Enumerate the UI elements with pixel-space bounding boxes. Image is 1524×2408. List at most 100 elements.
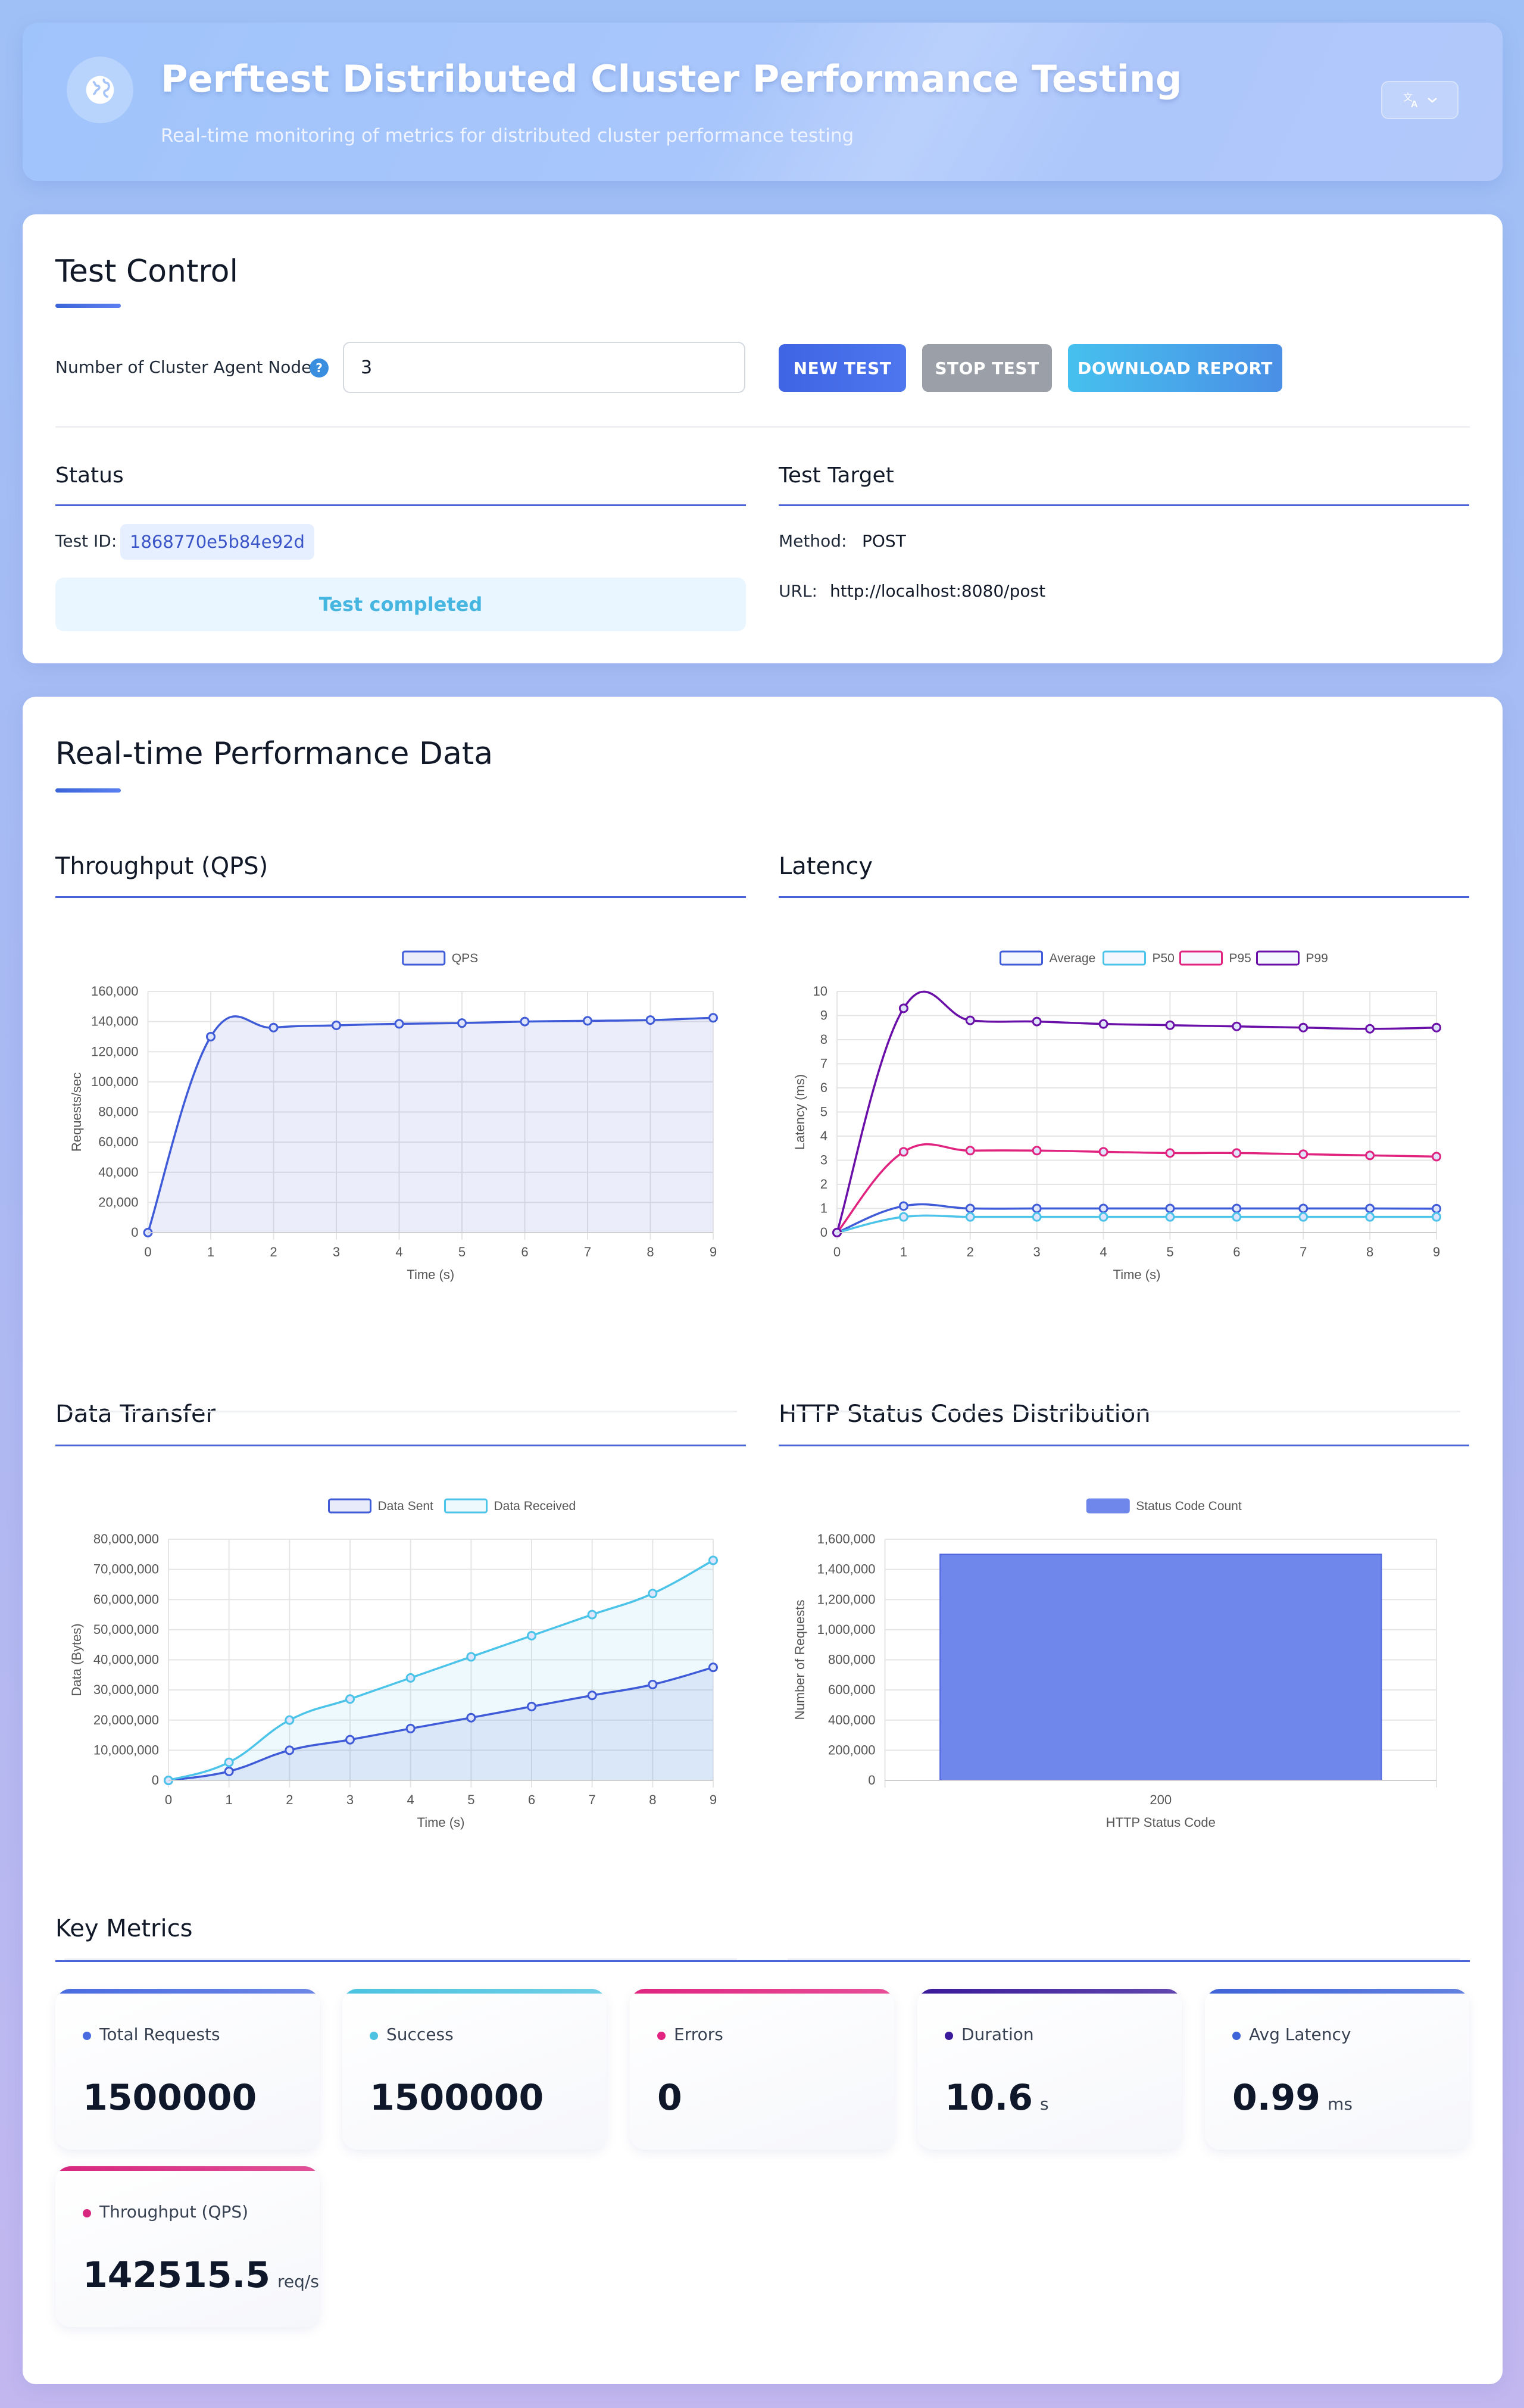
- status-message: Test completed: [55, 578, 746, 631]
- metric-accent-bar: [55, 2166, 320, 2171]
- y-tick-label: 40,000: [98, 1165, 138, 1180]
- data-point: [965, 1203, 975, 1214]
- data-point: [645, 1015, 655, 1025]
- y-tick-label: 20,000: [98, 1194, 138, 1209]
- data-point: [1165, 1212, 1175, 1222]
- data-point: [708, 1662, 718, 1673]
- y-tick-label: 160,000: [91, 984, 139, 999]
- key-metrics-title: Key Metrics: [55, 1915, 193, 1942]
- x-tick-label: 8: [1366, 1244, 1373, 1259]
- metric-unit: ms: [1328, 2094, 1353, 2114]
- metric-accent-bar: [55, 1989, 320, 1994]
- metric-label: Success: [386, 2025, 454, 2044]
- y-tick-label: 60,000,000: [93, 1592, 159, 1607]
- series-area: [168, 1560, 713, 1780]
- data-point: [1032, 1016, 1042, 1027]
- data-point: [587, 1610, 597, 1620]
- data-point: [1298, 1212, 1308, 1222]
- method-label: Method:: [779, 531, 847, 551]
- data-point: [1365, 1024, 1375, 1034]
- data-point: [457, 1018, 467, 1028]
- x-tick-label: 0: [833, 1244, 841, 1259]
- app-header: Perftest Distributed Cluster Performance…: [23, 23, 1503, 181]
- bar: [939, 1554, 1382, 1781]
- control-divider: [55, 426, 1470, 428]
- download-report-button[interactable]: DOWNLOAD REPORT: [1068, 344, 1282, 392]
- data-point: [1032, 1212, 1042, 1222]
- x-tick-label: 2: [286, 1792, 293, 1807]
- metric-label: Throughput (QPS): [99, 2202, 249, 2222]
- data-point: [1032, 1203, 1042, 1214]
- test-target-title: Test Target: [779, 463, 894, 488]
- data-point: [1432, 1203, 1441, 1214]
- data-point: [587, 1690, 597, 1701]
- title-underline: [55, 788, 121, 793]
- x-tick-label: 6: [521, 1244, 528, 1259]
- globe-icon-wrap: [67, 57, 133, 123]
- data-point: [1432, 1152, 1441, 1162]
- y-tick-label: 8: [820, 1032, 827, 1047]
- language-switcher-button[interactable]: 文 A: [1381, 81, 1459, 119]
- legend-swatch: [328, 1498, 371, 1514]
- url-label: URL:: [779, 581, 817, 601]
- y-tick-label: 80,000,000: [93, 1531, 159, 1546]
- test-control-title: Test Control: [55, 254, 238, 289]
- data-point: [965, 1212, 975, 1222]
- metric-card: Errors 0: [630, 1989, 894, 2150]
- metric-accent-bar: [1205, 1989, 1469, 1994]
- y-tick-label: 3: [820, 1153, 827, 1168]
- x-axis-label: Time (s): [407, 1267, 454, 1282]
- data-point: [224, 1766, 234, 1776]
- y-tick-label: 6: [820, 1080, 827, 1095]
- x-tick-label: 7: [589, 1792, 596, 1807]
- data-point: [583, 1016, 592, 1026]
- data-point: [1298, 1022, 1308, 1033]
- metric-value: 1500000: [83, 2077, 257, 2119]
- globe-icon: [86, 76, 114, 104]
- metric-value: 0.99 ms: [1232, 2077, 1353, 2119]
- y-tick-label: 70,000,000: [93, 1562, 159, 1577]
- y-tick-label: 800,000: [828, 1652, 876, 1667]
- url-value: http://localhost:8080/post: [830, 581, 1046, 601]
- x-tick-label: 5: [458, 1244, 466, 1259]
- nodes-count-input[interactable]: 3: [343, 342, 745, 393]
- metric-value: 1500000: [370, 2077, 544, 2119]
- stop-test-button[interactable]: STOP TEST: [922, 344, 1052, 392]
- help-icon[interactable]: ?: [310, 358, 329, 378]
- x-tick-label: 5: [1166, 1244, 1173, 1259]
- svg-text:文: 文: [1403, 92, 1413, 103]
- x-tick-label: 1: [226, 1792, 233, 1807]
- throughput-title: Throughput (QPS): [55, 853, 268, 880]
- chart-legend: Average P50 P95 P99: [1000, 950, 1328, 966]
- x-tick-label: 8: [649, 1792, 656, 1807]
- metric-number: 10.6: [945, 2077, 1033, 2119]
- data-point: [1232, 1203, 1242, 1214]
- y-tick-label: 10: [813, 984, 827, 999]
- new-test-button[interactable]: NEW TEST: [779, 344, 906, 392]
- status-codes-chart: Status Code Count 0 200,000 400,000 600,000 8…: [792, 1498, 1437, 1830]
- data-point: [527, 1631, 536, 1640]
- data-point: [1365, 1212, 1375, 1222]
- legend-label: Status Code Count: [1136, 1499, 1242, 1513]
- x-tick-label: 9: [710, 1244, 717, 1259]
- y-tick-label: 7: [820, 1056, 827, 1071]
- y-tick-label: 40,000,000: [93, 1652, 159, 1667]
- y-tick-label: 0: [152, 1773, 159, 1788]
- metric-dot-icon: [83, 2032, 91, 2040]
- y-tick-label: 600,000: [828, 1682, 876, 1697]
- y-axis-label: Latency (ms): [792, 1074, 807, 1150]
- test-id-badge: 1868770e5b84e92d: [120, 524, 314, 560]
- data-point: [898, 1003, 908, 1013]
- throughput-underline: [55, 896, 746, 898]
- y-axis-label: Data (Bytes): [69, 1623, 84, 1696]
- svg-text:A: A: [1411, 99, 1418, 109]
- x-tick-label: 2: [967, 1244, 974, 1259]
- nodes-label: Number of Cluster Agent Nodes: [55, 357, 320, 377]
- page-subtitle: Real-time monitoring of metrics for dist…: [161, 125, 854, 146]
- data-point: [648, 1680, 658, 1690]
- data-point: [1098, 1212, 1108, 1222]
- data-point: [1165, 1020, 1175, 1030]
- status-codes-title: HTTP Status Codes Distribution: [779, 1400, 1151, 1428]
- legend-label: P50: [1153, 952, 1175, 965]
- data-point: [648, 1589, 658, 1599]
